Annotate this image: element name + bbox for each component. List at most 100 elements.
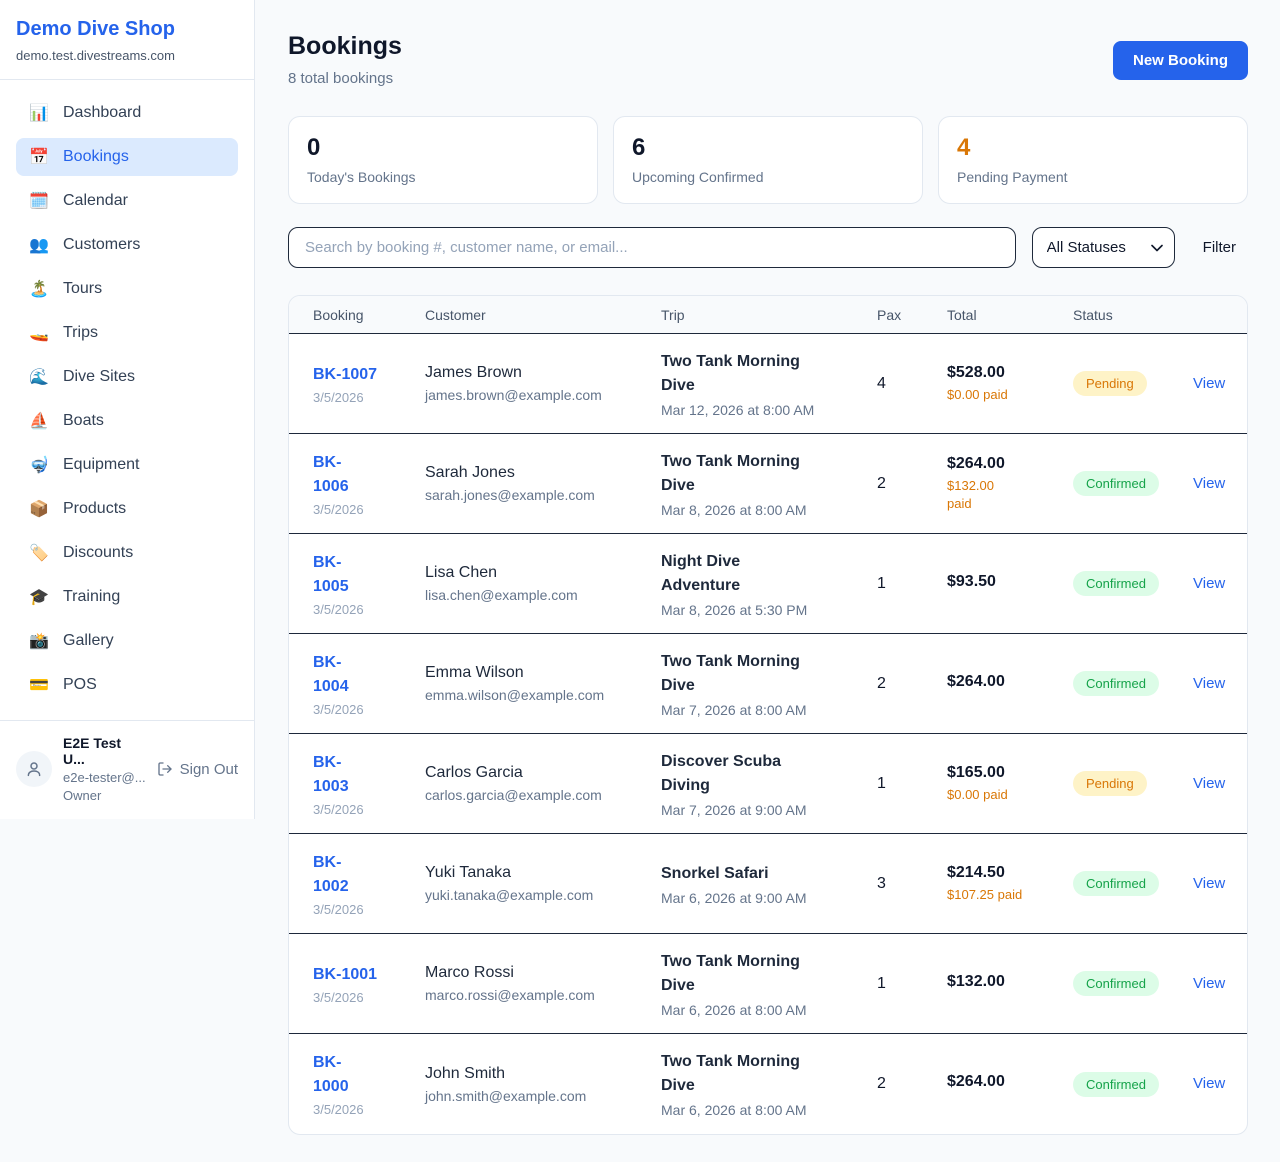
amount-paid: $0.00 paid [947, 386, 1008, 402]
booking-cell: BK- 1004 3/5/2026 [313, 651, 425, 717]
customer-email: lisa.chen@example.com [425, 587, 578, 603]
total-amount: $132.00 [947, 972, 1005, 990]
stat-label: Pending Payment [957, 169, 1068, 185]
sidebar-item-dashboard[interactable]: 📊 Dashboard [16, 94, 238, 132]
sidebar-item-trips[interactable]: 🚤 Trips [16, 314, 238, 352]
sidebar-item-equipment[interactable]: 🤿 Equipment [16, 446, 238, 484]
sidebar-item-label: Bookings [63, 148, 129, 165]
booking-id-link[interactable]: BK- 1003 [313, 753, 349, 795]
trip-cell: Night Dive Adventure Mar 8, 2026 at 5:30… [661, 550, 877, 618]
shop-domain: demo.test.divestreams.com [16, 48, 175, 63]
view-link[interactable]: View [1193, 1075, 1226, 1092]
total-amount: $214.50 [947, 863, 1005, 881]
customer-name: Marco Rossi [425, 964, 514, 981]
search-input[interactable] [288, 227, 1016, 268]
booking-cell: BK-1001 3/5/2026 [313, 963, 425, 1005]
pax-cell: 3 [877, 874, 886, 892]
bar-chart-icon: 📊 [29, 105, 49, 122]
view-link[interactable]: View [1193, 474, 1226, 492]
column-header-pax: Pax [877, 306, 902, 323]
package-icon: 📦 [29, 501, 49, 518]
sidebar-item-products[interactable]: 📦 Products [16, 490, 238, 528]
sidebar-item-calendar[interactable]: 🗓️ Calendar [16, 182, 238, 220]
booking-id-link[interactable]: BK- 1002 [313, 853, 349, 895]
status-filter-select[interactable]: All Statuses [1031, 227, 1175, 268]
spiral-calendar-icon: 🗓️ [29, 193, 49, 210]
total-cell: $264.00 [947, 673, 1073, 695]
booking-date: 3/5/2026 [313, 701, 364, 717]
table-row: BK-1007 3/5/2026 James Brown james.brown… [289, 334, 1247, 434]
status-badge: Pending [1073, 771, 1147, 796]
total-amount: $528.00 [947, 363, 1005, 381]
trip-name: Discover Scuba Diving [661, 752, 782, 794]
total-cell: $264.00 [947, 1073, 1073, 1095]
total-cell: $264.00 $132.00 paid [947, 455, 1073, 512]
trip-cell: Two Tank Morning Dive Mar 7, 2026 at 8:0… [661, 650, 877, 718]
booking-cell: BK- 1003 3/5/2026 [313, 751, 425, 817]
pax-cell: 1 [877, 974, 886, 992]
customer-name: Yuki Tanaka [425, 864, 511, 881]
trip-name: Two Tank Morning Dive [661, 952, 800, 994]
trip-cell: Discover Scuba Diving Mar 7, 2026 at 9:0… [661, 750, 877, 818]
sidebar-item-label: Products [63, 500, 127, 517]
sidebar-item-tours[interactable]: 🏝️ Tours [16, 270, 238, 308]
total-cell: $132.00 [947, 973, 1073, 995]
sidebar-nav: 📊 Dashboard 📅 Bookings 🗓️ Calendar 👥 Cus… [0, 80, 254, 720]
page-subtitle: 8 total bookings [288, 70, 394, 87]
booking-id-link[interactable]: BK-1007 [313, 365, 378, 383]
booking-id-link[interactable]: BK- 1000 [313, 1054, 349, 1095]
bookings-table: Booking Customer Trip Pax Total Status B… [288, 295, 1248, 1135]
view-link[interactable]: View [1193, 674, 1226, 692]
sidebar-item-boats[interactable]: ⛵ Boats [16, 402, 238, 440]
table-header: Booking Customer Trip Pax Total Status [289, 296, 1247, 334]
sidebar-user-footer: E2E Test U... e2e-tester@... Owner Sign … [0, 720, 254, 819]
customer-email: marco.rossi@example.com [425, 987, 595, 1003]
credit-card-icon: 💳 [29, 677, 49, 694]
customer-cell: James Brown james.brown@example.com [425, 364, 661, 403]
booking-id-link[interactable]: BK-1001 [313, 965, 378, 983]
sidebar-item-pos[interactable]: 💳 POS [16, 666, 238, 704]
pax-cell: 2 [877, 1075, 886, 1092]
sidebar-item-label: Boats [63, 412, 104, 429]
sidebar-item-dive-sites[interactable]: 🌊 Dive Sites [16, 358, 238, 396]
sidebar-item-bookings[interactable]: 📅 Bookings [16, 138, 238, 176]
label-tag-icon: 🏷️ [29, 545, 49, 562]
trip-name: Two Tank Morning Dive [661, 452, 800, 494]
sidebar-item-discounts[interactable]: 🏷️ Discounts [16, 534, 238, 572]
camera-icon: 📸 [29, 633, 49, 650]
new-booking-button[interactable]: New Booking [1112, 41, 1248, 80]
view-link[interactable]: View [1193, 774, 1226, 792]
sidebar-item-label: Training [63, 588, 121, 605]
trip-cell: Two Tank Morning Dive Mar 8, 2026 at 8:0… [661, 450, 877, 518]
trip-cell: Two Tank Morning Dive Mar 12, 2026 at 8:… [661, 350, 877, 418]
view-link[interactable]: View [1193, 974, 1226, 992]
booking-id-link[interactable]: BK- 1004 [313, 653, 349, 695]
status-badge: Confirmed [1073, 671, 1159, 696]
trip-cell: Two Tank Morning Dive Mar 6, 2026 at 8:0… [661, 950, 877, 1018]
sidebar-item-training[interactable]: 🎓 Training [16, 578, 238, 616]
total-cell: $93.50 [947, 573, 1073, 595]
sign-out-button[interactable]: Sign Out [157, 761, 238, 778]
speedboat-icon: 🚤 [29, 325, 49, 342]
trip-datetime: Mar 6, 2026 at 9:00 AM [661, 889, 807, 906]
booking-id-link[interactable]: BK- 1005 [313, 553, 349, 595]
sidebar-item-gallery[interactable]: 📸 Gallery [16, 622, 238, 660]
booking-date: 3/5/2026 [313, 801, 364, 817]
view-link[interactable]: View [1193, 574, 1226, 592]
booking-date: 3/5/2026 [313, 989, 364, 1005]
sidebar-item-customers[interactable]: 👥 Customers [16, 226, 238, 264]
view-link[interactable]: View [1193, 374, 1226, 392]
filter-button[interactable]: Filter [1191, 239, 1248, 256]
pax-cell: 2 [877, 674, 886, 692]
customer-email: john.smith@example.com [425, 1087, 587, 1104]
total-amount: $264.00 [947, 1073, 1005, 1090]
booking-id-link[interactable]: BK- 1006 [313, 453, 349, 495]
booking-date: 3/5/2026 [313, 901, 364, 917]
table-row: BK- 1002 3/5/2026 Yuki Tanaka yuki.tanak… [289, 834, 1247, 934]
view-link[interactable]: View [1193, 874, 1226, 892]
table-row: BK- 1004 3/5/2026 Emma Wilson emma.wilso… [289, 634, 1247, 734]
sidebar-item-label: Dive Sites [63, 368, 136, 385]
stat-value: 4 [957, 134, 971, 161]
person-icon [27, 762, 41, 777]
column-header-trip: Trip [661, 306, 685, 323]
